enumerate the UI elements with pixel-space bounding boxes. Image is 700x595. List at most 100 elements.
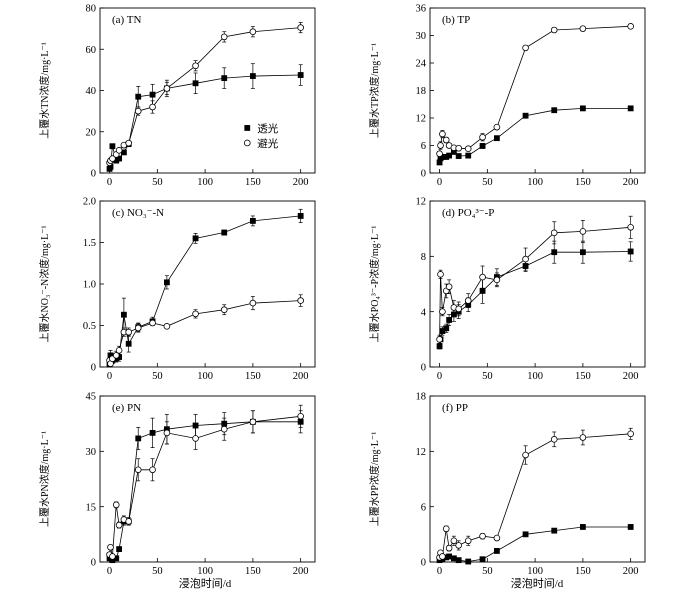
data-point-dark (550, 26, 558, 34)
y-tick-label: 60 (86, 45, 97, 56)
data-point-transparent (579, 105, 586, 112)
data-point-dark (134, 107, 142, 115)
data-point-transparent (149, 429, 156, 436)
data-point-transparent (443, 325, 450, 332)
y-axis-label: 上覆水TN浓度/mg·L⁻¹ (38, 42, 51, 139)
x-axis-label-left: 浸泡时间/d (179, 576, 232, 590)
data-point-dark (627, 223, 634, 231)
y-tick-label: 0.5 (83, 321, 96, 332)
y-tick-label: 0 (91, 169, 96, 180)
x-tick-label: 0 (437, 177, 442, 188)
x-tick-label: 100 (527, 566, 543, 577)
y-tick-label: 18 (416, 392, 427, 403)
data-point-dark (149, 103, 156, 111)
y-tick-label: 12 (416, 114, 427, 125)
x-tick-label: 0 (107, 371, 112, 382)
x-axis-label-right: 浸泡时间/d (511, 576, 564, 590)
data-point-transparent (135, 435, 142, 442)
data-point-transparent (446, 553, 453, 560)
data-point-dark (455, 305, 462, 313)
y-axis-label: 上覆水PP浓度/mg·L⁻¹ (368, 432, 381, 526)
data-point-transparent (479, 288, 486, 294)
panel-a: 0 50 100 150 200 0 20 40 60 80 (a) TN 上覆水TN浓度/mg·L⁻… (38, 4, 316, 188)
series-line-dark (439, 226, 631, 340)
y-axis-label: 上覆水PN浓度/mg·L⁻¹ (38, 431, 51, 527)
data-point-transparent (297, 72, 304, 78)
data-point-dark (125, 518, 132, 525)
x-tick-label: 100 (197, 371, 213, 382)
x-tick-label: 0 (437, 371, 442, 382)
data-point-dark (125, 139, 132, 147)
y-tick-label: 0 (91, 363, 96, 374)
y-tick-label: 24 (416, 59, 427, 70)
data-point-dark (192, 62, 199, 70)
x-tick-label: 150 (575, 177, 591, 188)
data-point-transparent (627, 524, 634, 530)
x-tick-label: 150 (245, 371, 261, 382)
data-point-dark (115, 521, 123, 529)
data-point-dark (479, 273, 486, 281)
x-tick-label: 50 (482, 177, 493, 188)
data-point-dark (464, 145, 472, 153)
y-tick-label: 80 (86, 4, 97, 15)
data-point-dark (445, 544, 453, 552)
x-tick-label: 200 (623, 566, 639, 577)
data-point-transparent (446, 152, 453, 159)
y-tick-label: 0 (421, 558, 426, 569)
panel-title: (c) NO₃⁻-N (112, 207, 164, 219)
data-point-dark (522, 44, 529, 52)
data-point-transparent (125, 340, 132, 347)
data-point-transparent (249, 218, 256, 224)
data-point-dark (149, 466, 156, 474)
data-point-transparent (465, 558, 472, 565)
data-point-dark (464, 537, 472, 545)
x-tick-label: 100 (197, 177, 213, 188)
data-point-transparent (192, 422, 199, 429)
data-point-transparent (551, 527, 558, 534)
data-point-transparent (479, 556, 486, 563)
y-tick-label: 1.5 (83, 238, 96, 249)
x-tick-label: 50 (482, 371, 493, 382)
y-tick-label: 8 (421, 252, 426, 263)
data-point-dark (442, 136, 450, 144)
data-point-dark (439, 308, 446, 315)
x-tick-label: 50 (152, 177, 163, 188)
y-tick-label: 0 (421, 169, 426, 180)
data-point-dark (464, 297, 472, 304)
panel-d: 0 50 100 150 200 0 4 8 12 (d) PO₄³⁻-P 上覆水PO₄³⁻-P浓度… (368, 197, 646, 382)
data-point-dark (579, 228, 587, 235)
data-point-dark (479, 133, 486, 141)
data-point-dark (192, 310, 199, 318)
data-point-dark (115, 147, 123, 154)
x-tick-label: 100 (527, 177, 543, 188)
x-tick-label: 50 (482, 566, 493, 577)
data-point-transparent (192, 80, 199, 87)
data-point-dark (115, 347, 123, 354)
y-tick-label: 30 (416, 31, 427, 42)
x-tick-label: 200 (293, 566, 309, 577)
x-tick-label: 100 (197, 566, 213, 577)
data-point-transparent (465, 152, 472, 159)
data-point-dark (455, 542, 462, 549)
data-point-transparent (455, 153, 462, 159)
data-point-transparent (436, 343, 443, 350)
data-point-dark (112, 501, 120, 509)
legend-marker-dark (243, 139, 251, 147)
panel-f: 0 50 100 150 200 0 6 12 18 (f) PP 上覆水PP浓度/mg·L⁻¹ (368, 392, 646, 577)
y-axis-label: 上覆水PO₄³⁻-P浓度/mg·L⁻¹ (368, 226, 381, 343)
y-tick-label: 2.0 (83, 197, 96, 208)
data-point-transparent (163, 279, 170, 286)
y-tick-label: 15 (86, 502, 97, 513)
data-point-dark (149, 319, 156, 327)
data-point-transparent (120, 311, 127, 318)
panel-title: (b) TP (442, 14, 470, 26)
data-point-dark (437, 271, 444, 278)
data-point-dark (220, 33, 228, 41)
data-point-dark (550, 229, 558, 237)
data-point-transparent (493, 548, 500, 554)
x-tick-label: 0 (107, 177, 112, 188)
x-tick-label: 200 (623, 371, 639, 382)
data-point-dark (445, 283, 453, 291)
data-point-transparent (551, 249, 558, 256)
